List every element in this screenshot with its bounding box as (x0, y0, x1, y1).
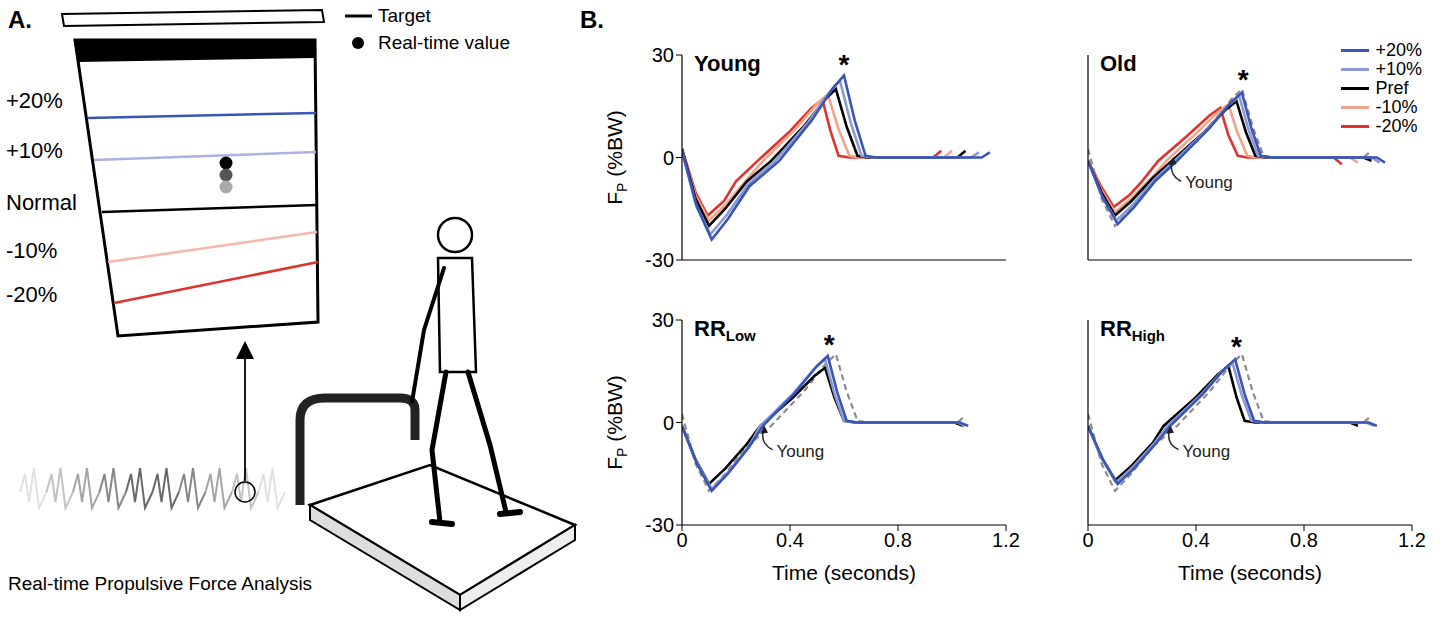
svg-text:0: 0 (1082, 529, 1093, 551)
svg-text:Real-time value: Real-time value (378, 32, 510, 53)
svg-text:Young: Young (777, 442, 825, 461)
svg-text:+10%: +10% (6, 138, 63, 163)
svg-text:0.4: 0.4 (1182, 529, 1210, 551)
svg-text:30: 30 (652, 309, 674, 331)
svg-text:0: 0 (676, 529, 687, 551)
html-text:RRLow: RRLow (694, 316, 756, 345)
html-text:B.: B. (580, 6, 604, 33)
svg-text:0: 0 (663, 147, 674, 169)
html-text:+20%: +20% (1375, 40, 1422, 60)
html-text:Old: Old (1100, 51, 1137, 76)
svg-text:1.2: 1.2 (992, 529, 1020, 551)
svg-text:*: * (839, 49, 850, 80)
svg-text:Time (seconds): Time (seconds) (1178, 561, 1322, 584)
html-text:Young: Young (694, 51, 761, 76)
svg-text:-10%: -10% (6, 238, 57, 263)
html-text:Pref: Pref (1375, 78, 1409, 98)
svg-text:-30: -30 (645, 249, 674, 271)
svg-text:1.2: 1.2 (1398, 529, 1426, 551)
html-text:+10%: +10% (1375, 59, 1422, 79)
svg-text:-30: -30 (645, 514, 674, 536)
svg-text:0.4: 0.4 (776, 529, 804, 551)
svg-text:+20%: +20% (6, 88, 63, 113)
html-text:-20%: -20% (1375, 116, 1418, 136)
svg-text:Young: Young (1183, 442, 1231, 461)
svg-text:-20%: -20% (6, 282, 57, 307)
html-text:-10%: -10% (1375, 97, 1418, 117)
svg-text:Normal: Normal (6, 190, 77, 215)
svg-text:FP (%BW): FP (%BW) (603, 110, 630, 205)
svg-text:0: 0 (663, 412, 674, 434)
svg-text:*: * (1231, 331, 1242, 362)
svg-text:FP (%BW): FP (%BW) (603, 375, 630, 470)
svg-text:Young: Young (1185, 173, 1233, 192)
svg-text:Time (seconds): Time (seconds) (772, 561, 916, 584)
html-text:RRHigh: RRHigh (1100, 316, 1165, 345)
svg-text:30: 30 (652, 44, 674, 66)
svg-text:A.: A. (8, 6, 32, 33)
svg-text:Real-time Propulsive Force Ana: Real-time Propulsive Force Analysis (8, 573, 312, 594)
svg-text:Target: Target (378, 5, 432, 26)
svg-text:*: * (824, 329, 835, 360)
svg-text:0.8: 0.8 (884, 529, 912, 551)
svg-text:0.8: 0.8 (1290, 529, 1318, 551)
svg-text:*: * (1238, 64, 1249, 95)
